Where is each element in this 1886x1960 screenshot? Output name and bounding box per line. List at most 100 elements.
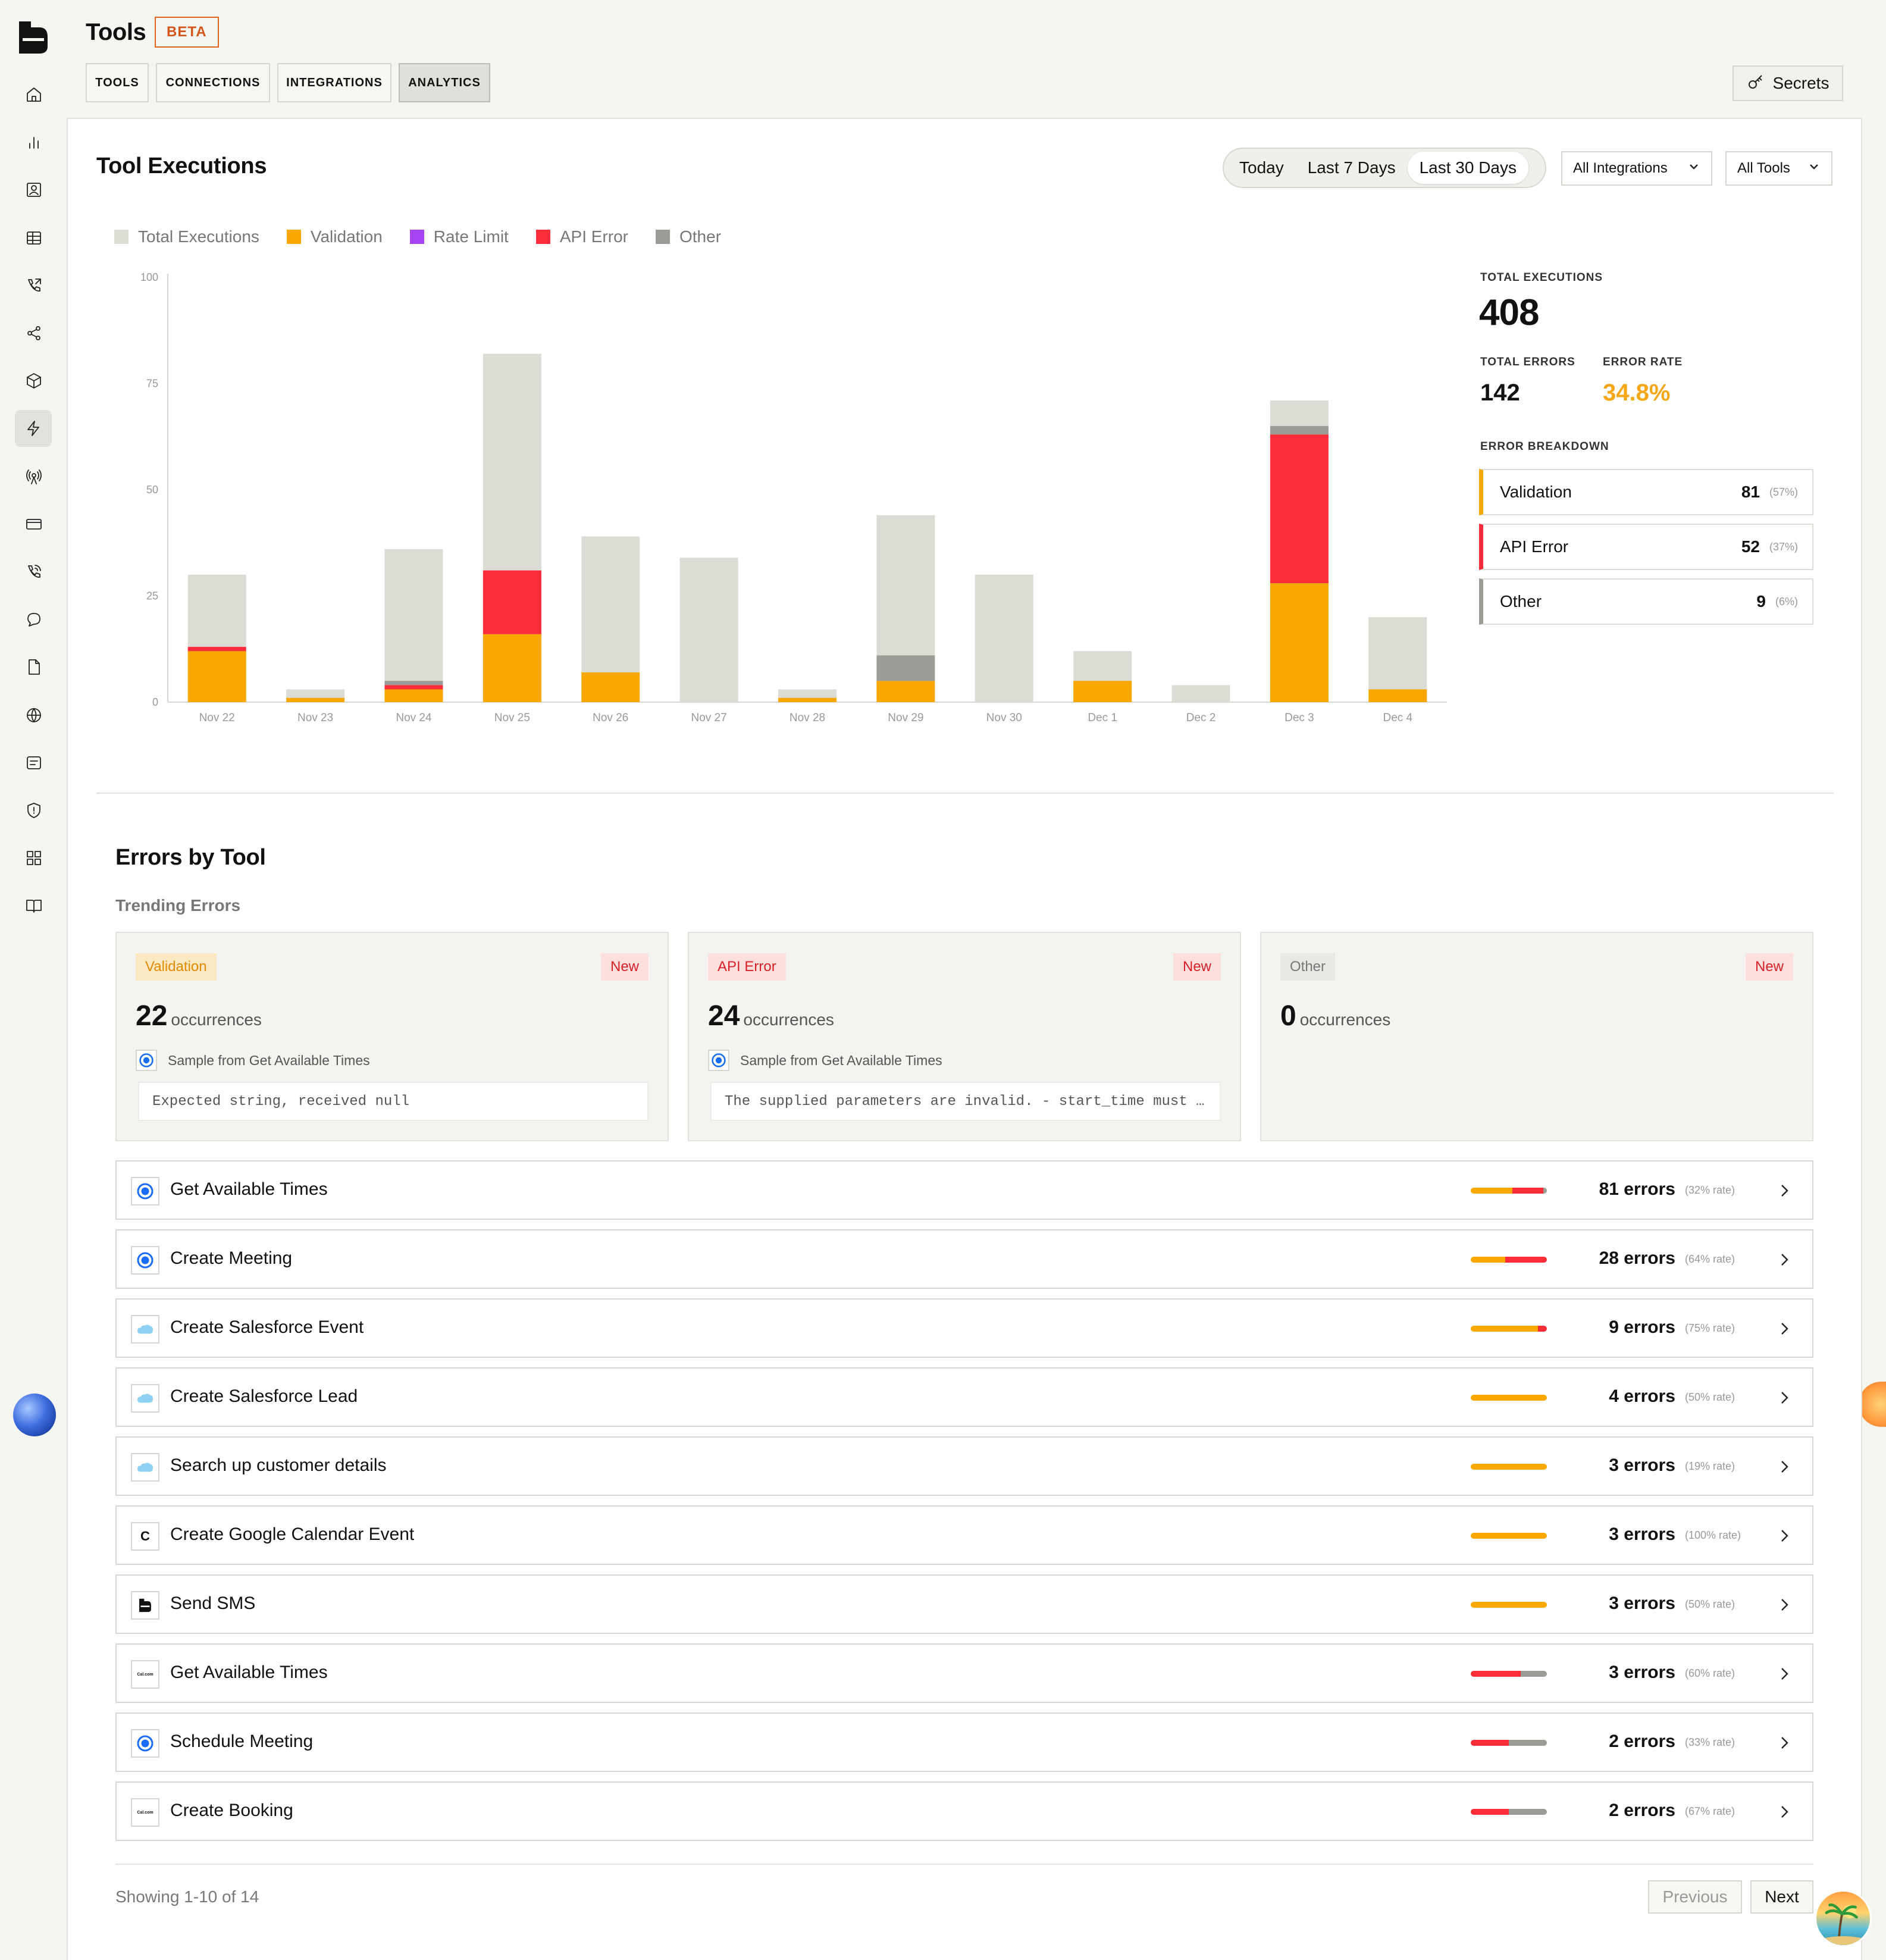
bolt-icon[interactable] — [15, 410, 52, 447]
tool-error-row[interactable]: Create Salesforce Lead 4 errors (50% rate) — [115, 1367, 1813, 1427]
legend-item[interactable]: Rate Limit — [409, 227, 509, 246]
chevron-right-icon[interactable] — [1775, 1182, 1793, 1200]
bar-total-nov-27[interactable] — [679, 558, 738, 702]
broadcast-icon[interactable] — [21, 464, 46, 489]
chat-icon[interactable] — [21, 607, 46, 632]
bar-segment-api-error[interactable] — [187, 647, 246, 652]
contacts-icon[interactable] — [21, 177, 46, 202]
bar-segment-validation[interactable] — [1270, 583, 1329, 702]
tools-filter[interactable]: All Tools — [1725, 151, 1832, 186]
breakdown-row-other[interactable]: Other 9 (6%) — [1479, 578, 1813, 625]
bar-segment-validation[interactable] — [483, 634, 541, 702]
calendly-icon — [131, 1729, 159, 1758]
bar-segment-validation[interactable] — [286, 697, 345, 702]
bar-segment-validation[interactable] — [1073, 681, 1132, 702]
workspace-avatar[interactable] — [13, 1394, 56, 1436]
bar-segment-validation[interactable] — [876, 681, 935, 702]
previous-button[interactable]: Previous — [1648, 1880, 1742, 1914]
chevron-right-icon[interactable] — [1775, 1734, 1793, 1752]
integrations-filter[interactable]: All Integrations — [1561, 151, 1712, 186]
bar-segment-api-error[interactable] — [384, 685, 443, 690]
bar-total-nov-30[interactable] — [975, 574, 1033, 702]
apps-icon[interactable] — [21, 846, 46, 871]
total-errors-label: TOTAL ERRORS — [1480, 356, 1575, 368]
breakdown-row-api-error[interactable]: API Error 52 (37%) — [1479, 524, 1813, 570]
chevron-right-icon[interactable] — [1775, 1389, 1793, 1407]
app-logo-icon[interactable] — [18, 20, 49, 55]
shield-icon[interactable] — [21, 798, 46, 823]
book-icon[interactable] — [21, 893, 46, 918]
tool-error-row[interactable]: Cal.com Create Booking 2 errors (67% rate) — [115, 1781, 1813, 1841]
analytics-icon[interactable] — [21, 130, 46, 155]
chevron-right-icon[interactable] — [1775, 1458, 1793, 1476]
bar-segment-validation[interactable] — [187, 651, 246, 702]
tab-analytics[interactable]: ANALYTICS — [399, 63, 490, 102]
section-divider — [96, 793, 1834, 794]
bar-segment-api-error[interactable] — [1270, 434, 1329, 584]
occurrence-count: 22 occurrences — [136, 1000, 262, 1032]
bar-segment-validation[interactable] — [581, 672, 640, 702]
bar-total-dec-4[interactable] — [1368, 617, 1427, 702]
user-avatar[interactable] — [1815, 1890, 1872, 1947]
tab-tools[interactable]: TOOLS — [86, 63, 149, 102]
tab-connections[interactable]: CONNECTIONS — [156, 63, 270, 102]
help-widget-icon[interactable] — [1859, 1382, 1886, 1427]
range-today[interactable]: Today — [1239, 158, 1284, 177]
tool-error-row[interactable]: Schedule Meeting 2 errors (33% rate) — [115, 1712, 1813, 1772]
next-button[interactable]: Next — [1750, 1880, 1813, 1914]
bar-segment-api-error[interactable] — [483, 570, 541, 634]
bar-segment-validation[interactable] — [778, 697, 837, 702]
bar-total-dec-2[interactable] — [1171, 685, 1230, 702]
chevron-right-icon[interactable] — [1775, 1596, 1793, 1614]
bar-total-nov-24[interactable] — [384, 549, 443, 702]
tool-error-row[interactable]: Create Meeting 28 errors (64% rate) — [115, 1229, 1813, 1289]
pagination-divider — [115, 1864, 1813, 1865]
legend-item[interactable]: Total Executions — [114, 227, 259, 246]
trending-card-api-error[interactable]: API Error New 24 occurrences Sample from … — [688, 932, 1241, 1141]
legend-item[interactable]: Validation — [286, 227, 383, 246]
trending-card-validation[interactable]: Validation New 22 occurrences Sample from… — [115, 932, 669, 1141]
chevron-right-icon[interactable] — [1775, 1251, 1793, 1269]
package-icon[interactable] — [21, 368, 46, 393]
chevron-right-icon[interactable] — [1775, 1803, 1793, 1821]
credit-card-icon[interactable] — [21, 512, 46, 537]
bar-segment-validation[interactable] — [1368, 689, 1427, 702]
bar-segment — [1509, 1809, 1547, 1815]
trending-card-other[interactable]: Other New 0 occurrences — [1260, 932, 1813, 1141]
bar-segment-validation[interactable] — [384, 689, 443, 702]
error-rate: (50% rate) — [1685, 1391, 1735, 1403]
legend-item[interactable]: API Error — [535, 227, 628, 246]
breakdown-row-validation[interactable]: Validation 81 (57%) — [1479, 469, 1813, 515]
tool-error-row[interactable]: Create Salesforce Event 9 errors (75% rate… — [115, 1298, 1813, 1358]
bar-segment-other[interactable] — [876, 655, 935, 681]
bar-segment-other[interactable] — [384, 681, 443, 685]
breakdown-percent: (37%) — [1769, 540, 1798, 553]
tab-integrations[interactable]: INTEGRATIONS — [277, 63, 391, 102]
share-icon[interactable] — [21, 321, 46, 346]
chevron-right-icon[interactable] — [1775, 1320, 1793, 1338]
custom-c-icon: C — [131, 1522, 159, 1551]
salesforce-icon — [131, 1453, 159, 1482]
total-errors-value: 142 — [1480, 380, 1520, 406]
bar-segment — [1509, 1740, 1547, 1746]
phone-call-icon[interactable] — [21, 559, 46, 584]
tool-error-row[interactable]: C Create Google Calendar Event 3 errors (10… — [115, 1505, 1813, 1565]
tool-error-row[interactable]: Search up customer details 3 errors (19% r… — [115, 1436, 1813, 1496]
home-icon[interactable] — [21, 82, 46, 107]
globe-icon[interactable] — [21, 703, 46, 728]
range-last-30-days[interactable]: Last 30 Days — [1407, 152, 1528, 184]
chevron-right-icon[interactable] — [1775, 1527, 1793, 1545]
phone-outgoing-icon[interactable] — [21, 273, 46, 298]
file-icon[interactable] — [21, 655, 46, 680]
legend-item[interactable]: Other — [655, 227, 721, 246]
table-icon[interactable] — [21, 226, 46, 251]
bar-segment-other[interactable] — [1270, 425, 1329, 435]
secrets-button[interactable]: Secrets — [1733, 65, 1843, 101]
tool-error-row[interactable]: Cal.com Get Available Times 3 errors (60% r… — [115, 1643, 1813, 1703]
breakdown-label: API Error — [1500, 537, 1569, 556]
tool-error-row[interactable]: Get Available Times 81 errors (32% rate) — [115, 1160, 1813, 1220]
tool-error-row[interactable]: Send SMS 3 errors (50% rate) — [115, 1574, 1813, 1634]
range-last-7-days[interactable]: Last 7 Days — [1307, 158, 1396, 177]
message-icon[interactable] — [21, 750, 46, 775]
chevron-right-icon[interactable] — [1775, 1665, 1793, 1683]
